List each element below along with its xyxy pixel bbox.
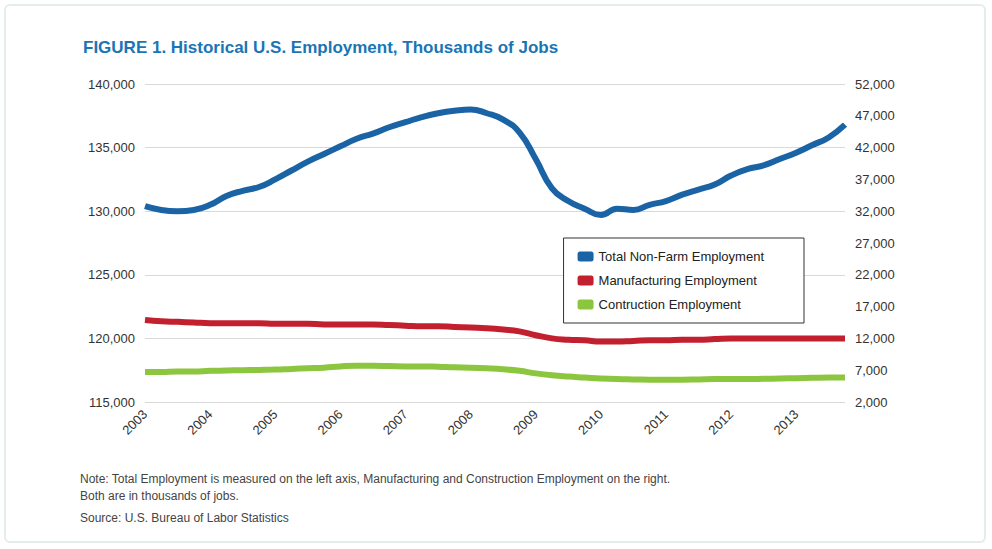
svg-text:32,000: 32,000: [855, 204, 895, 219]
svg-text:2006: 2006: [315, 407, 346, 438]
svg-text:Note: Total Employment is meas: Note: Total Employment is measured on th…: [80, 472, 670, 486]
svg-text:120,000: 120,000: [88, 331, 135, 346]
svg-text:Contruction Employment: Contruction Employment: [599, 297, 742, 312]
svg-text:17,000: 17,000: [855, 299, 895, 314]
svg-text:2012: 2012: [705, 407, 736, 438]
svg-text:27,000: 27,000: [855, 236, 895, 251]
svg-text:2010: 2010: [575, 407, 606, 438]
svg-text:2,000: 2,000: [855, 395, 888, 410]
svg-text:2004: 2004: [184, 407, 215, 438]
svg-text:130,000: 130,000: [88, 204, 135, 219]
svg-text:2008: 2008: [445, 407, 476, 438]
svg-text:2011: 2011: [641, 407, 671, 437]
svg-text:42,000: 42,000: [855, 140, 895, 155]
svg-text:Manufacturing Employment: Manufacturing Employment: [599, 273, 758, 288]
svg-text:22,000: 22,000: [855, 267, 895, 282]
svg-text:47,000: 47,000: [855, 108, 895, 123]
svg-text:2005: 2005: [250, 407, 281, 438]
svg-text:2009: 2009: [510, 407, 541, 438]
svg-text:135,000: 135,000: [88, 140, 135, 155]
svg-text:140,000: 140,000: [88, 77, 135, 92]
svg-text:Both are in thousands of jobs.: Both are in thousands of jobs.: [80, 489, 239, 503]
svg-text:2007: 2007: [380, 407, 411, 438]
svg-text:2003: 2003: [119, 407, 150, 438]
svg-text:12,000: 12,000: [855, 331, 895, 346]
svg-text:2013: 2013: [770, 407, 801, 438]
svg-text:52,000: 52,000: [855, 77, 895, 92]
svg-text:7,000: 7,000: [855, 363, 888, 378]
svg-text:115,000: 115,000: [89, 395, 135, 410]
svg-text:Source: U.S. Bureau of Labor S: Source: U.S. Bureau of Labor Statistics: [80, 511, 289, 525]
svg-text:37,000: 37,000: [855, 172, 895, 187]
svg-text:Total Non-Farm Employment: Total Non-Farm Employment: [599, 249, 765, 264]
svg-text:125,000: 125,000: [88, 267, 135, 282]
svg-text:FIGURE 1. Historical U.S. Empl: FIGURE 1. Historical U.S. Employment, Th…: [83, 38, 558, 57]
